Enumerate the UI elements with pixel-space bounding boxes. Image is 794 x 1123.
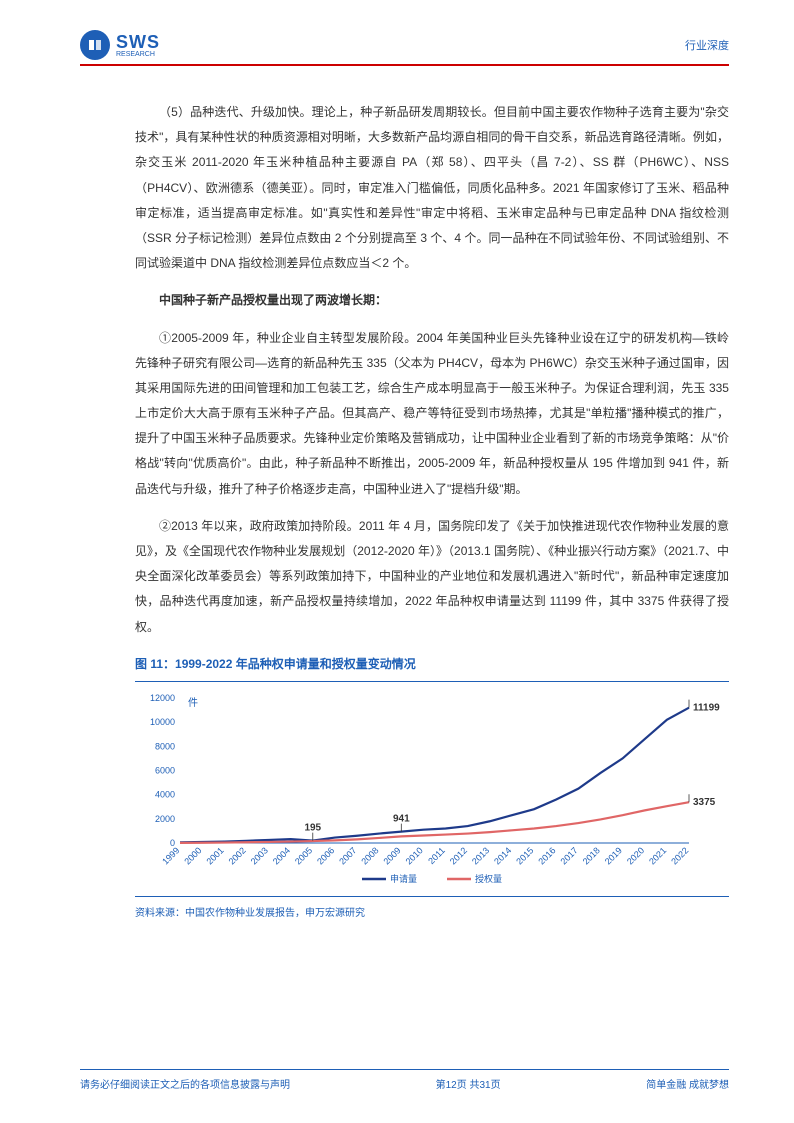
svg-text:195: 195 xyxy=(304,823,321,834)
svg-text:2010: 2010 xyxy=(404,845,425,866)
svg-text:2012: 2012 xyxy=(448,845,469,866)
svg-text:2021: 2021 xyxy=(647,845,668,866)
svg-text:2020: 2020 xyxy=(625,845,646,866)
paragraph-growth-heading: 中国种子新产品授权量出现了两波增长期： xyxy=(135,288,729,313)
svg-text:2011: 2011 xyxy=(426,845,447,866)
svg-text:4000: 4000 xyxy=(155,790,175,800)
svg-text:2004: 2004 xyxy=(271,845,292,866)
paragraph-5: （5）品种迭代、升级加快。理论上，种子新品研发周期较长。但目前中国主要农作物种子… xyxy=(135,100,729,276)
svg-text:2005: 2005 xyxy=(293,845,314,866)
logo-icon xyxy=(80,30,110,60)
svg-text:2017: 2017 xyxy=(559,845,580,866)
logo-text-sub: RESEARCH xyxy=(116,51,160,58)
svg-text:3375: 3375 xyxy=(693,797,716,808)
svg-text:2003: 2003 xyxy=(249,845,270,866)
svg-text:2000: 2000 xyxy=(182,845,203,866)
svg-text:2009: 2009 xyxy=(381,845,402,866)
page-header: SWS RESEARCH 行业深度 xyxy=(80,30,729,64)
svg-text:2001: 2001 xyxy=(204,845,225,866)
svg-text:12000: 12000 xyxy=(150,693,175,703)
logo-text-main: SWS xyxy=(116,33,160,51)
svg-text:授权量: 授权量 xyxy=(475,873,502,884)
chart-source: 资料来源：中国农作物种业发展报告，申万宏源研究 xyxy=(135,896,729,924)
svg-text:2022: 2022 xyxy=(669,845,690,866)
svg-text:申请量: 申请量 xyxy=(390,873,417,884)
svg-text:2019: 2019 xyxy=(603,845,624,866)
svg-text:1999: 1999 xyxy=(160,845,181,866)
svg-text:2007: 2007 xyxy=(337,845,358,866)
chart-section: 图 11：1999-2022 年品种权申请量和授权量变动情况 020004000… xyxy=(135,652,729,924)
svg-text:2016: 2016 xyxy=(536,845,557,866)
header-category: 行业深度 xyxy=(685,37,729,53)
svg-text:2002: 2002 xyxy=(227,845,248,866)
paragraph-phase-1: ①2005-2009 年，种业企业自主转型发展阶段。2004 年美国种业巨头先锋… xyxy=(135,326,729,502)
svg-text:2013: 2013 xyxy=(470,845,491,866)
svg-text:2018: 2018 xyxy=(581,845,602,866)
footer-page-number: 第12页 共31页 xyxy=(436,1076,501,1091)
paragraph-phase-2: ②2013 年以来，政府政策加持阶段。2011 年 4 月，国务院印发了《关于加… xyxy=(135,514,729,640)
svg-text:件: 件 xyxy=(188,697,198,709)
page-footer: 请务必仔细阅读正文之后的各项信息披露与声明 第12页 共31页 简单金融 成就梦… xyxy=(80,1069,729,1091)
svg-text:2008: 2008 xyxy=(359,845,380,866)
svg-text:6000: 6000 xyxy=(155,765,175,775)
svg-text:2014: 2014 xyxy=(492,845,513,866)
footer-disclaimer: 请务必仔细阅读正文之后的各项信息披露与声明 xyxy=(80,1076,290,1091)
svg-text:2006: 2006 xyxy=(315,845,336,866)
svg-text:941: 941 xyxy=(393,814,410,825)
header-divider xyxy=(80,64,729,66)
line-chart: 020004000600080001000012000件199920002001… xyxy=(135,688,729,888)
main-content: （5）品种迭代、升级加快。理论上，种子新品研发周期较长。但目前中国主要农作物种子… xyxy=(135,100,729,924)
footer-slogan: 简单金融 成就梦想 xyxy=(646,1076,729,1091)
svg-text:2015: 2015 xyxy=(514,845,535,866)
svg-text:11199: 11199 xyxy=(693,703,720,714)
chart-svg: 020004000600080001000012000件199920002001… xyxy=(135,688,729,888)
svg-text:2000: 2000 xyxy=(155,814,175,824)
chart-title: 图 11：1999-2022 年品种权申请量和授权量变动情况 xyxy=(135,652,729,682)
svg-text:10000: 10000 xyxy=(150,717,175,727)
logo: SWS RESEARCH xyxy=(80,30,160,60)
svg-text:8000: 8000 xyxy=(155,741,175,751)
